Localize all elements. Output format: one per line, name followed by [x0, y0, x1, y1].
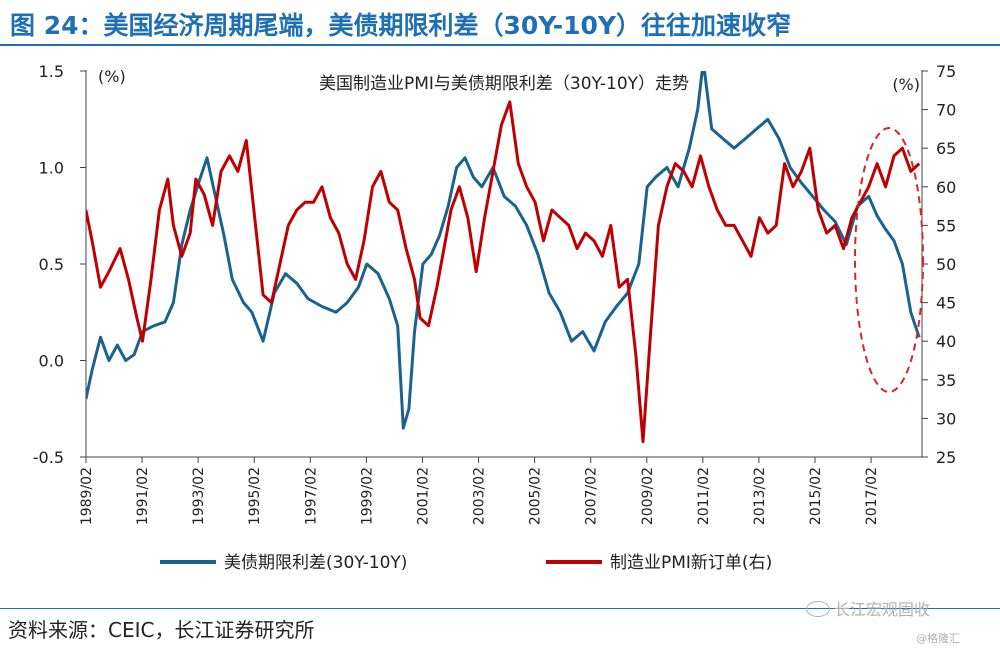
x-tick-label: 2011/02	[696, 467, 712, 525]
x-tick-label: 1999/02	[359, 467, 375, 525]
left-tick-label: 1.5	[39, 62, 64, 81]
legend-label-spread: 美债期限利差(30Y-10Y)	[224, 553, 407, 573]
right-tick-label: 40	[936, 332, 956, 351]
right-tick-label: 35	[936, 371, 956, 390]
right-axis-unit: (%)	[892, 75, 920, 94]
brand-label: 长江宏观固收	[834, 600, 931, 619]
right-tick-label: 45	[936, 294, 956, 313]
brand-watermark: 长江宏观固收	[806, 596, 930, 620]
x-tick-label: 2003/02	[472, 467, 488, 525]
left-tick-label: 0.5	[39, 255, 64, 274]
header-divider	[0, 44, 1000, 46]
source-note: 资料来源：CEIC，长江证券研究所	[8, 618, 315, 642]
right-tick-label: 75	[936, 62, 956, 81]
x-axis-ticks: 1989/02 1991/02 1993/02 1995/02 1997/02 1999/…	[79, 457, 880, 525]
right-axis-ticks: 25 30 35 40 45 50 55 60 65 70 75	[922, 62, 956, 467]
x-tick-label: 1989/02	[79, 467, 95, 525]
x-tick-label: 1995/02	[247, 467, 263, 525]
left-tick-label: 0.0	[39, 352, 64, 371]
right-tick-label: 70	[936, 101, 956, 120]
footer-divider	[0, 608, 1000, 609]
legend-label-pmi: 制造业PMI新订单(右)	[610, 553, 772, 573]
right-tick-label: 65	[936, 139, 956, 158]
x-tick-label: 2017/02	[864, 467, 880, 525]
chat-icon	[806, 601, 830, 617]
x-tick-label: 1993/02	[191, 467, 207, 525]
x-tick-label: 2001/02	[415, 467, 431, 525]
x-tick-label: 1997/02	[303, 467, 319, 525]
right-tick-label: 25	[936, 448, 956, 467]
series-line-spread	[86, 71, 921, 430]
right-tick-label: 30	[936, 409, 956, 428]
left-tick-label: 1.0	[39, 159, 64, 178]
left-tick-label: -0.5	[33, 448, 64, 467]
x-tick-label: 2013/02	[752, 467, 768, 525]
legend: 美债期限利差(30Y-10Y) 制造业PMI新订单(右)	[160, 553, 772, 573]
x-tick-label: 1991/02	[135, 467, 151, 525]
x-tick-label: 2007/02	[584, 467, 600, 525]
left-axis-ticks: -0.5 0.0 0.5 1.0 1.5	[33, 62, 86, 467]
right-tick-label: 55	[936, 216, 956, 235]
chart-title: 美国制造业PMI与美债期限利差（30Y-10Y）走势	[319, 74, 689, 94]
highlight-ellipse	[854, 127, 924, 393]
left-axis-unit: (%)	[98, 67, 126, 86]
copyright-watermark: @格隆汇	[916, 632, 960, 645]
series-line-pmi	[86, 100, 921, 444]
report-header: 图 24：美国经济周期尾端，美债期限利差（30Y-10Y）往往加速收窄	[0, 0, 1000, 46]
figure-title: 图 24：美国经济周期尾端，美债期限利差（30Y-10Y）往往加速收窄	[10, 11, 791, 40]
right-tick-label: 60	[936, 178, 956, 197]
pmi-spread-chart: 美国制造业PMI与美债期限利差（30Y-10Y）走势 (%) (%) -0.5 0…	[33, 62, 957, 573]
x-tick-label: 2005/02	[528, 467, 544, 525]
x-tick-label: 2009/02	[640, 467, 656, 525]
right-tick-label: 50	[936, 255, 956, 274]
x-tick-label: 2015/02	[808, 467, 824, 525]
